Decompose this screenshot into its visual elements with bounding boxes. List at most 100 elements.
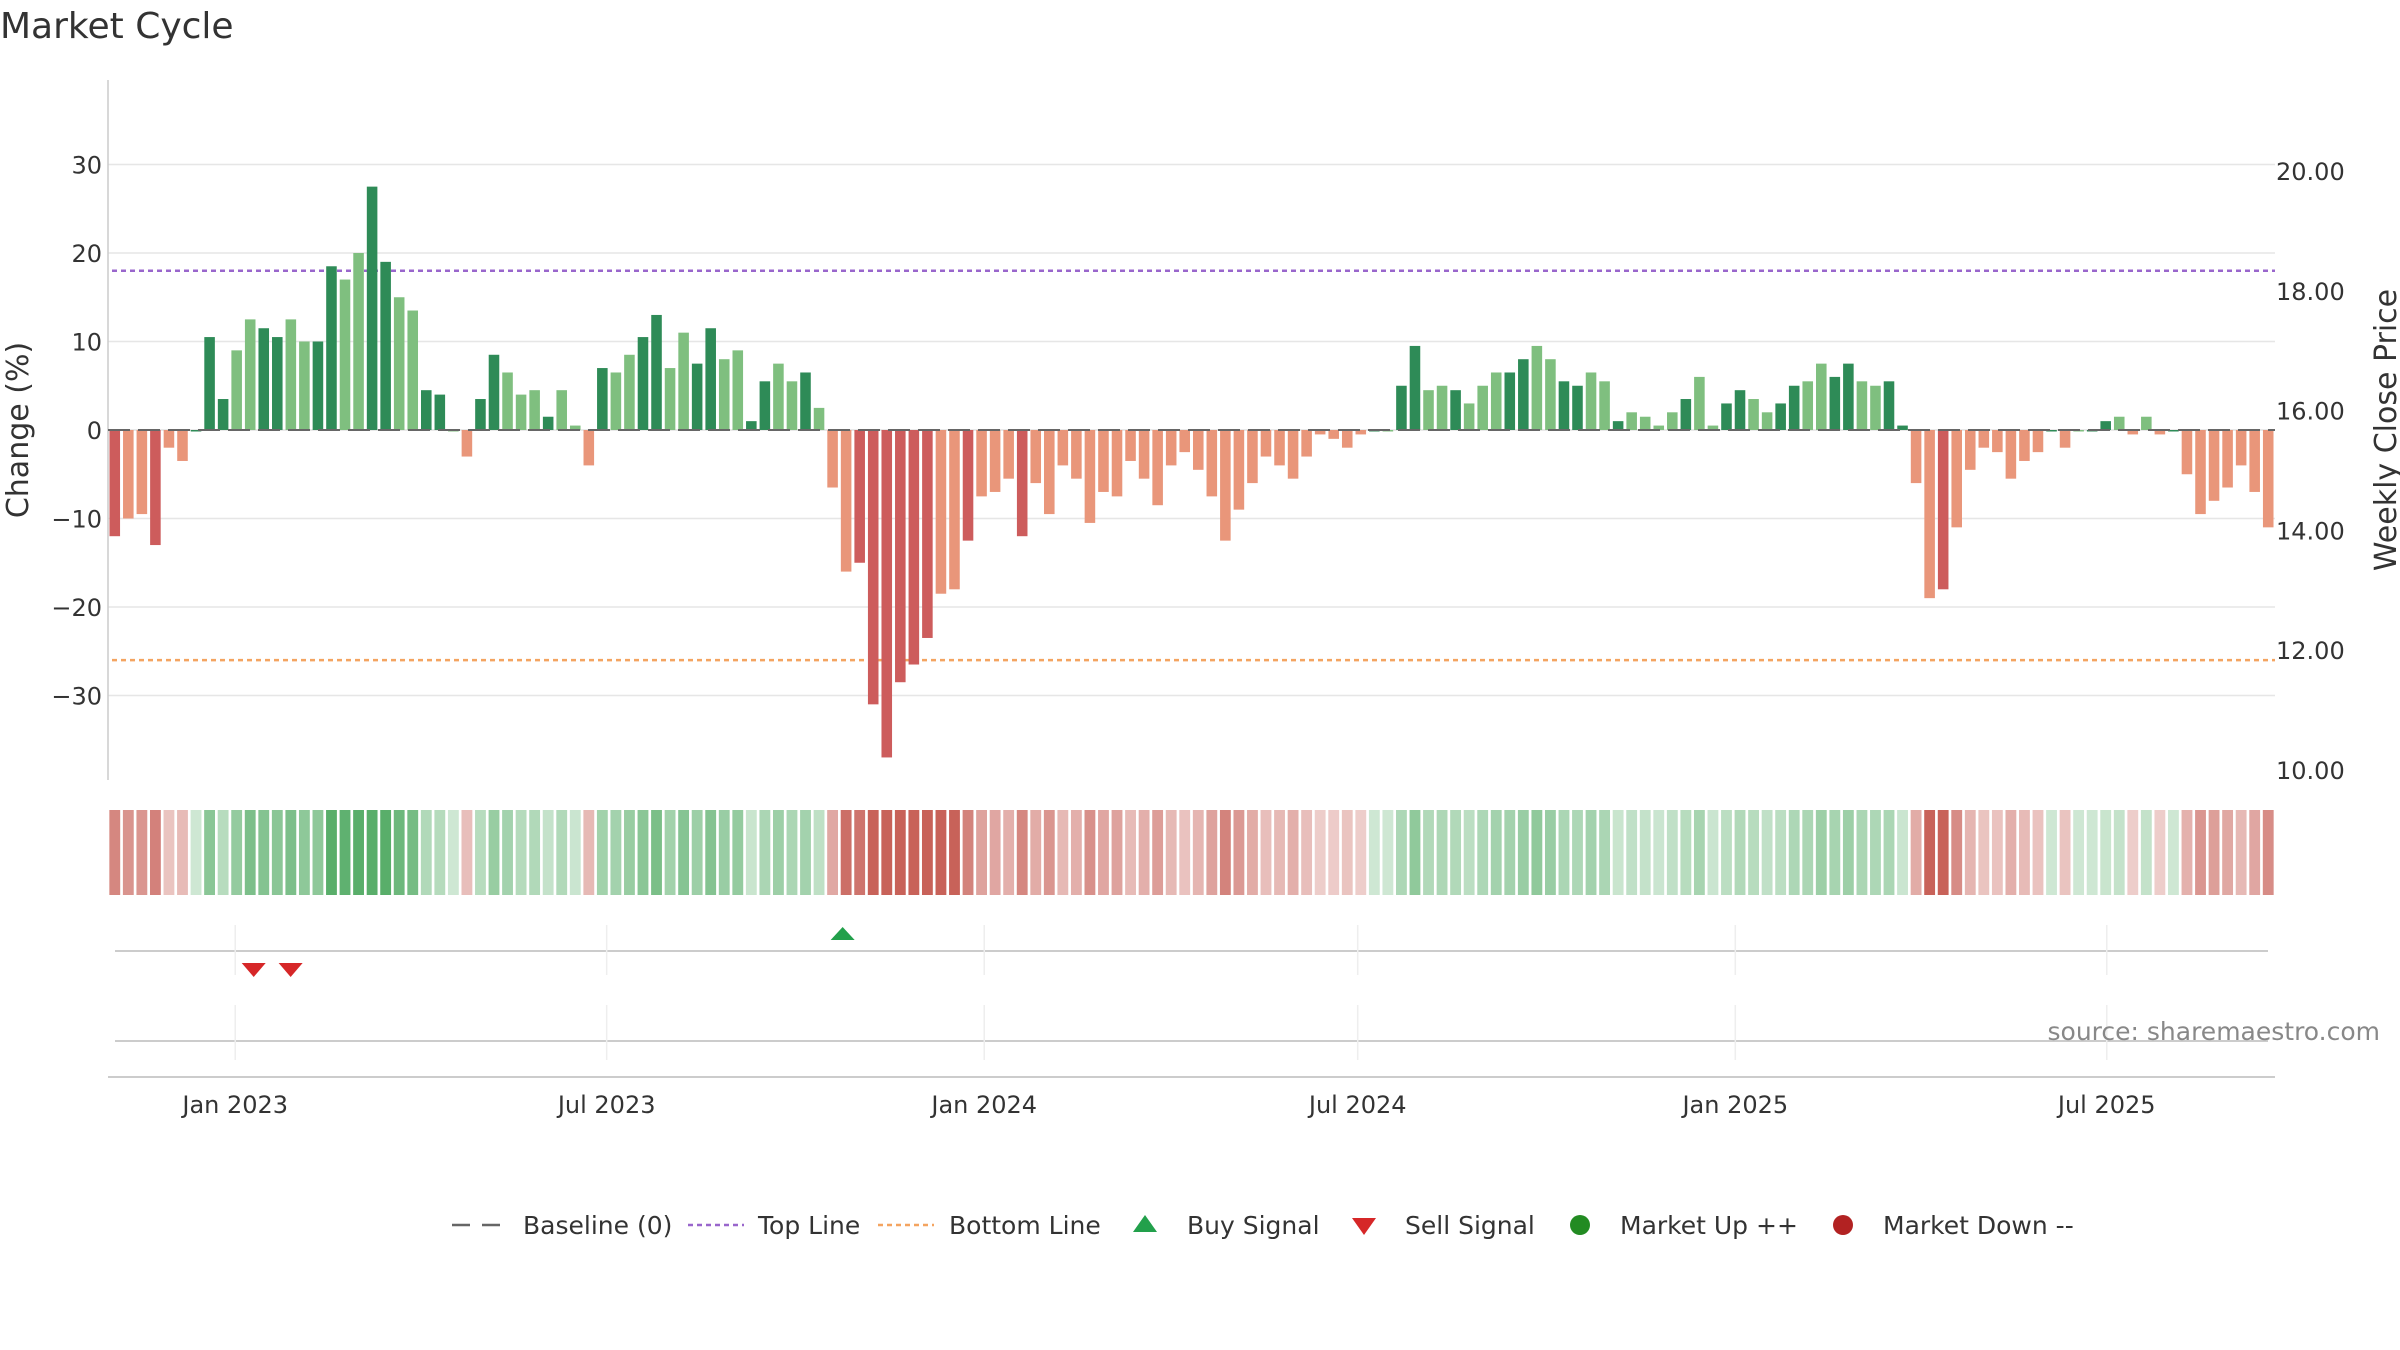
bar: [1775, 403, 1786, 430]
bar: [1748, 399, 1759, 430]
strip-cell: [1639, 810, 1651, 895]
bar: [312, 341, 324, 430]
bar: [637, 337, 649, 430]
y2-tick-label: 10.00: [2276, 757, 2345, 785]
bar: [407, 310, 419, 430]
bar: [2208, 430, 2220, 501]
strip-cell: [1152, 810, 1164, 895]
bars: [108, 186, 2275, 758]
bar: [732, 350, 744, 430]
strip-cell: [1897, 810, 1908, 895]
y-tick-label: 20: [71, 240, 102, 268]
strip-cell: [1206, 810, 1218, 895]
bar: [2168, 430, 2179, 432]
bar: [1341, 430, 1353, 448]
bar: [1734, 390, 1746, 430]
strip-cell: [271, 810, 283, 895]
bar: [1084, 430, 1096, 523]
bar: [1992, 430, 2003, 453]
legend-label: Market Down --: [1883, 1211, 2074, 1240]
strip-cell: [2235, 810, 2247, 895]
x-tick-label: Jul 2025: [2056, 1091, 2156, 1119]
strip-cell: [149, 810, 161, 895]
strip-cell: [1463, 810, 1475, 895]
bar: [1802, 381, 1814, 430]
bar: [569, 425, 581, 430]
strip-cell: [1544, 810, 1556, 895]
bar: [258, 328, 270, 430]
strip-cell: [1436, 810, 1448, 895]
strip-cell: [258, 810, 270, 895]
bar: [800, 372, 811, 430]
legend-item: Sell Signal: [1352, 1211, 1535, 1240]
strip-cell: [1517, 810, 1529, 895]
bar: [1138, 430, 1150, 479]
strip-cell: [854, 810, 866, 895]
sell-signal-marker: [241, 963, 266, 977]
y2-tick-label: 16.00: [2276, 398, 2345, 426]
strip-cell: [1693, 810, 1705, 895]
legend-label: Baseline (0): [523, 1211, 672, 1240]
legend-marker: [1352, 1218, 1376, 1235]
bar: [1247, 430, 1258, 484]
bar: [1653, 425, 1665, 430]
legend-label: Bottom Line: [949, 1211, 1101, 1240]
strip-cell: [393, 810, 405, 895]
bar: [1463, 403, 1475, 430]
bar: [461, 430, 473, 457]
strip-cell: [326, 810, 337, 895]
bar: [1951, 430, 1962, 528]
bar: [976, 430, 987, 497]
bar: [2235, 430, 2247, 466]
strip-cell: [1531, 810, 1543, 895]
strip-cell: [583, 810, 595, 895]
bar: [1206, 430, 1218, 497]
legend-marker: [1833, 1215, 1853, 1235]
strip-cell: [1043, 810, 1055, 895]
strip-cell: [1057, 810, 1069, 895]
strip-cell: [366, 810, 378, 895]
bar: [2100, 421, 2111, 430]
strip-cell: [1788, 810, 1800, 895]
strip-cell: [1260, 810, 1272, 895]
strip-cell: [1991, 810, 2003, 895]
strip-cell: [285, 810, 297, 895]
bar: [1667, 412, 1678, 430]
y-tick-label: 30: [71, 152, 102, 180]
strip-cell: [2019, 810, 2030, 895]
strip-cell: [2154, 810, 2166, 895]
y-tick-label: −10: [51, 506, 102, 534]
legend-marker: [1570, 1215, 1590, 1235]
strip-cell: [1883, 810, 1895, 895]
strip-cell: [1368, 810, 1380, 895]
strip-cell: [1653, 810, 1665, 895]
strip-cell: [1680, 810, 1692, 895]
bar: [664, 368, 676, 430]
bar: [1599, 381, 1610, 430]
strip-cell: [353, 810, 364, 895]
legend-item: Buy Signal: [1133, 1211, 1320, 1240]
strip-cell: [1490, 810, 1502, 895]
strip-cell: [2168, 810, 2179, 895]
strip-cell: [407, 810, 419, 895]
strip-cell: [2127, 810, 2139, 895]
bar: [2222, 430, 2233, 488]
bar: [1450, 390, 1461, 430]
strip-cell: [1978, 810, 1990, 895]
bar: [1314, 430, 1326, 435]
strip-cell: [447, 810, 459, 895]
strip-cell: [2140, 810, 2152, 895]
strip-cell: [921, 810, 933, 895]
bar: [1558, 381, 1570, 430]
strip-cell: [718, 810, 730, 895]
bar: [746, 421, 757, 430]
bar: [2032, 430, 2044, 453]
strip-cell: [1734, 810, 1746, 895]
momentum-strip: [109, 810, 2274, 895]
bar: [434, 394, 446, 430]
strip-cell: [1951, 810, 1963, 895]
bar: [1639, 416, 1651, 430]
strip-cell: [1924, 810, 1936, 895]
y-tick-label: 0: [87, 417, 102, 445]
strip-cell: [217, 810, 229, 895]
